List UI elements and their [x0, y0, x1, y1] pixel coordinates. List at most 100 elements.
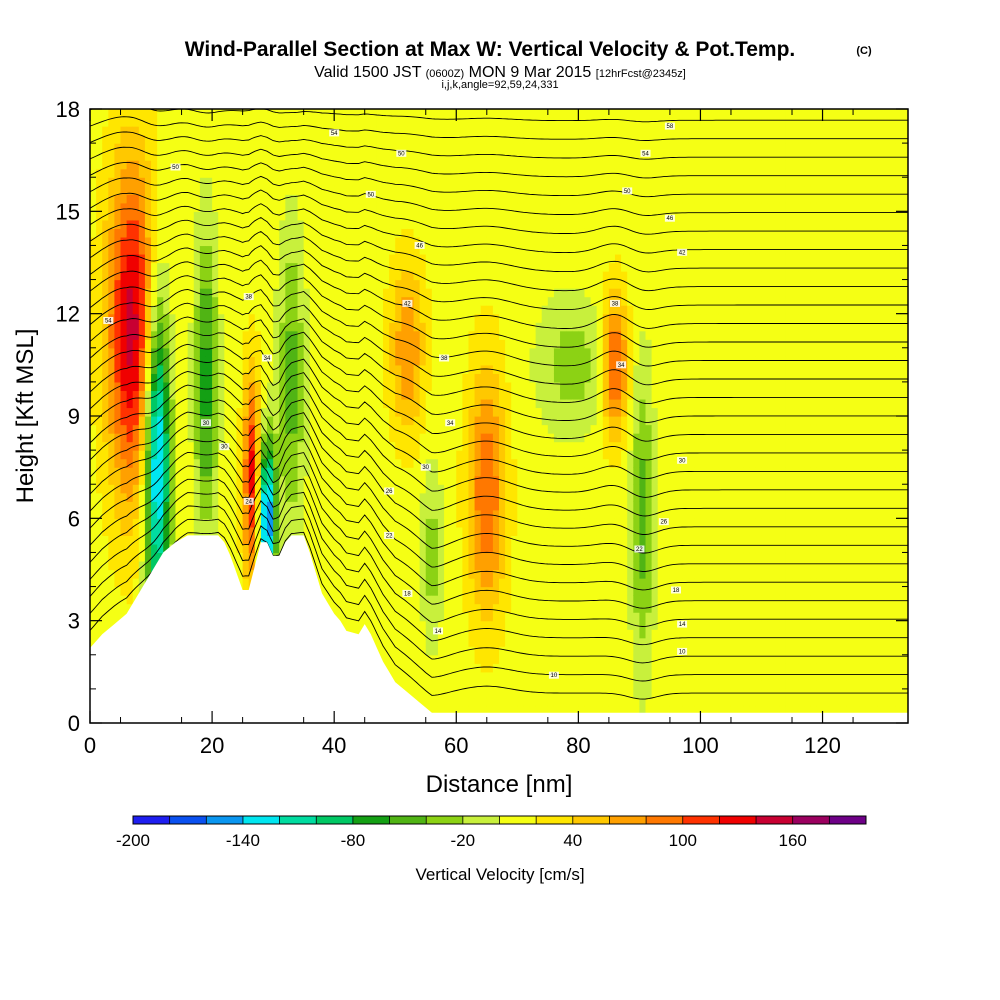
vv-cell	[492, 356, 500, 366]
vv-cell	[218, 339, 225, 349]
vv-cell	[321, 356, 329, 366]
vv-cell	[138, 253, 146, 264]
vv-cell	[120, 390, 128, 400]
vv-cell	[309, 543, 317, 554]
vv-cell	[273, 330, 280, 340]
vv-cell	[230, 543, 238, 554]
vv-cell	[157, 253, 164, 264]
vv-cell	[444, 347, 451, 357]
vv-cell	[96, 552, 103, 562]
vv-cell	[425, 433, 433, 443]
vv-cell	[242, 262, 250, 272]
vv-cell	[352, 492, 360, 502]
vv-cell	[492, 407, 500, 417]
vv-cell	[273, 475, 280, 485]
vv-cell	[480, 398, 488, 409]
vv-cell	[267, 373, 274, 383]
vv-cell	[486, 475, 494, 485]
vv-cell	[90, 109, 97, 119]
vv-cell	[334, 271, 341, 281]
vv-cell	[474, 117, 482, 127]
vv-cell	[90, 305, 97, 315]
vv-cell	[395, 612, 402, 622]
vv-cell	[114, 117, 122, 127]
vv-cell	[260, 467, 268, 477]
vv-cell	[425, 313, 433, 323]
vv-cell	[389, 262, 396, 272]
vv-cell	[340, 177, 347, 187]
vv-cell	[151, 271, 158, 281]
vv-cell	[499, 586, 506, 596]
vv-cell	[205, 202, 213, 212]
vv-cell	[364, 160, 372, 170]
vv-cell	[291, 492, 299, 502]
vv-cell	[224, 271, 231, 281]
vv-cell	[120, 202, 128, 212]
vv-cell	[462, 671, 470, 681]
vv-cell	[413, 236, 421, 247]
vv-cell	[297, 126, 305, 136]
vv-cell	[267, 475, 274, 485]
vv-cell	[419, 671, 427, 681]
vv-cell	[407, 356, 415, 366]
vv-cell	[126, 450, 134, 460]
vv-cell	[315, 356, 323, 366]
vv-cell	[132, 160, 140, 170]
vv-cell	[340, 117, 347, 127]
vv-cell	[321, 381, 329, 392]
vv-cell	[407, 603, 415, 613]
vv-cell	[260, 109, 268, 119]
vv-cell	[126, 185, 134, 195]
vv-cell	[364, 543, 372, 554]
vv-cell	[193, 484, 201, 494]
vv-cell	[267, 535, 274, 545]
vv-cell	[151, 194, 158, 204]
vv-cell	[376, 151, 384, 161]
vv-cell	[419, 501, 427, 511]
vv-cell	[309, 228, 317, 238]
vv-cell	[114, 126, 122, 136]
vv-cell	[376, 168, 384, 178]
vv-cell	[468, 117, 476, 127]
vv-cell	[273, 117, 280, 127]
vv-cell	[486, 518, 494, 528]
vv-cell	[437, 288, 445, 298]
vv-cell	[169, 194, 177, 204]
vv-cell	[358, 526, 366, 536]
vv-cell	[425, 441, 433, 451]
vv-cell	[279, 509, 286, 519]
vv-cell	[486, 373, 494, 383]
vv-cell	[462, 552, 470, 562]
vv-cell	[205, 296, 213, 306]
vv-cell	[376, 271, 384, 281]
vv-cell	[285, 373, 293, 383]
vv-cell	[132, 322, 140, 332]
vv-cell	[395, 620, 402, 630]
vv-cell	[90, 424, 97, 434]
vv-cell	[370, 134, 378, 144]
vv-cell	[480, 586, 488, 596]
vv-cell	[352, 407, 360, 417]
vv-cell	[444, 509, 451, 519]
vv-cell	[267, 109, 274, 119]
vv-cell	[450, 305, 457, 315]
vv-cell	[334, 339, 341, 349]
vv-cell	[321, 441, 329, 451]
vv-cell	[96, 271, 103, 281]
vv-cell	[480, 296, 488, 306]
vv-cell	[193, 433, 201, 443]
vv-cell	[151, 296, 158, 306]
vv-cell	[285, 398, 293, 409]
vv-cell	[102, 322, 109, 332]
vv-cell	[419, 296, 427, 306]
vv-cell	[138, 117, 146, 127]
vv-cell	[224, 356, 231, 366]
vv-cell	[383, 288, 390, 298]
vv-cell	[102, 433, 109, 443]
vv-cell	[291, 433, 299, 443]
vv-cell	[230, 416, 238, 426]
vv-cell	[151, 109, 158, 119]
vv-cell	[96, 509, 103, 519]
vv-cell	[468, 194, 476, 204]
vv-cell	[395, 134, 402, 144]
